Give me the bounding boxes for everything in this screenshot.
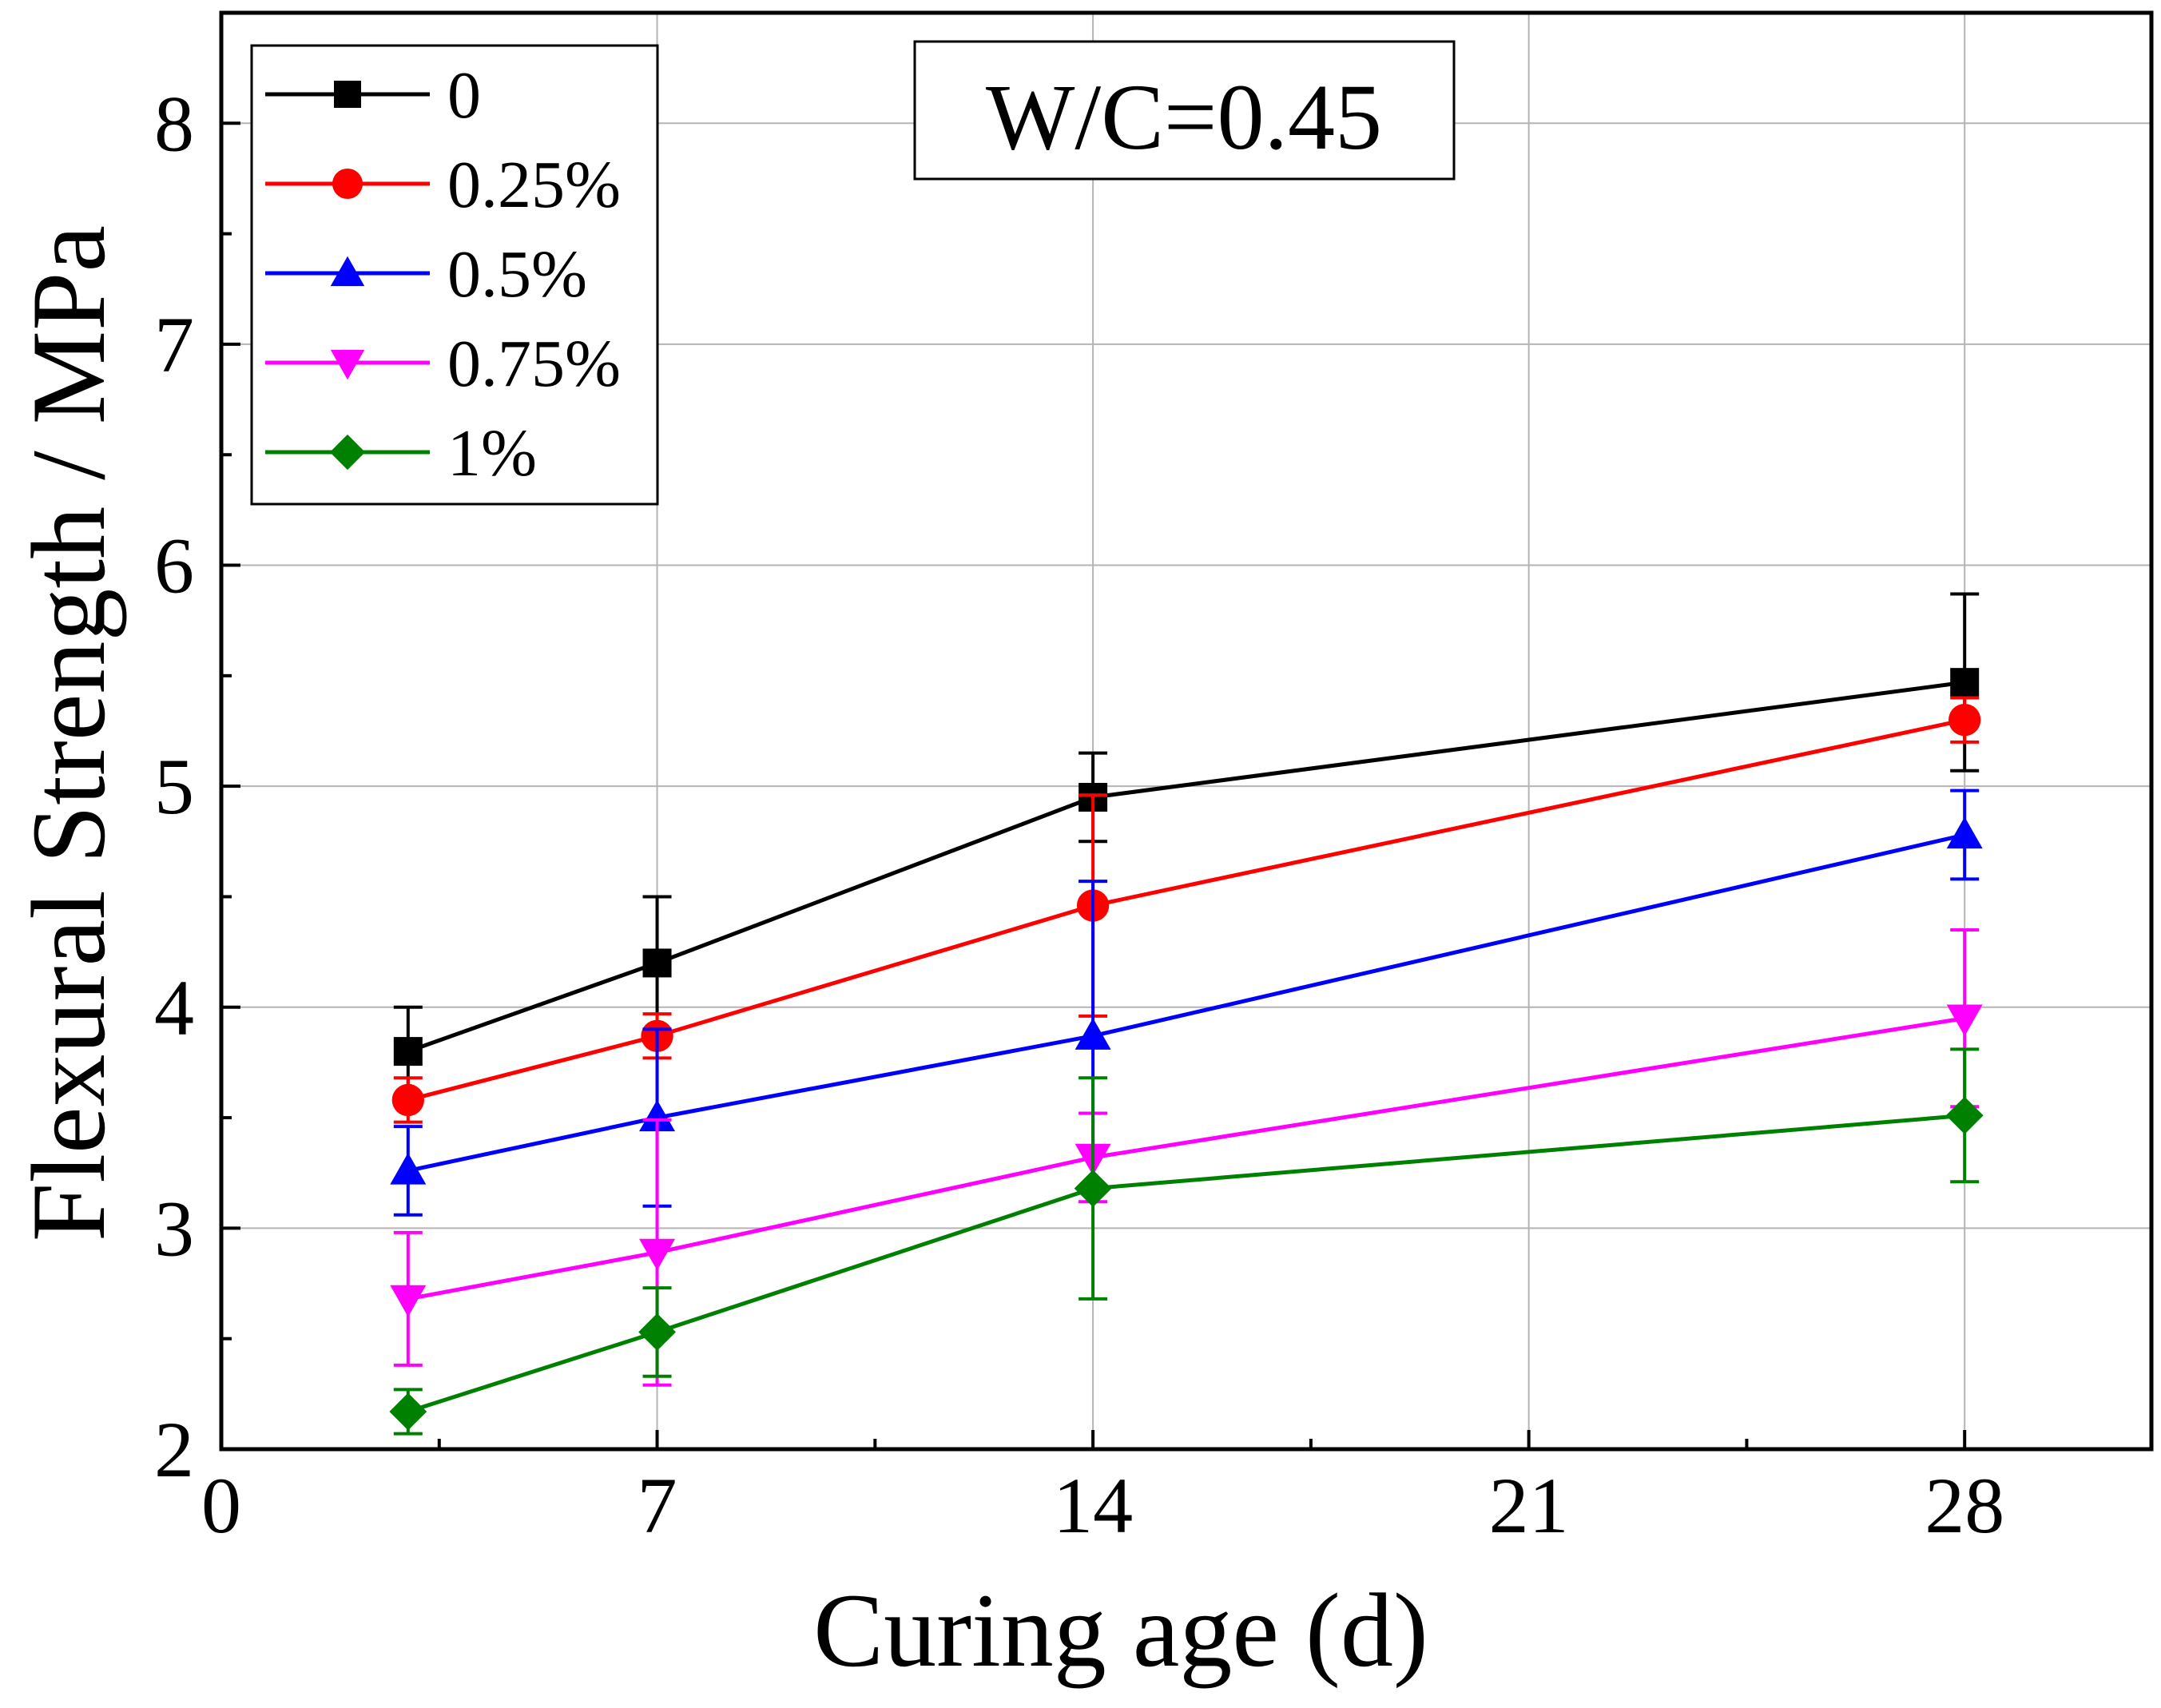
data-point bbox=[1075, 1018, 1111, 1050]
legend-label: 0.25% bbox=[447, 148, 621, 222]
series-1 bbox=[391, 696, 1981, 1124]
annotation-text: W/C=0.45 bbox=[986, 65, 1382, 169]
x-tick-label: 7 bbox=[638, 1461, 677, 1550]
legend-item: 0.75% bbox=[265, 327, 621, 401]
series-layer bbox=[389, 592, 1984, 1436]
legend-item: 0.5% bbox=[265, 237, 587, 312]
data-point bbox=[390, 1152, 427, 1185]
y-tick-label: 3 bbox=[154, 1184, 194, 1273]
x-axis-title: Curing age (d) bbox=[813, 1571, 1428, 1689]
data-point bbox=[1074, 1170, 1112, 1207]
legend-item: 0.25% bbox=[265, 148, 621, 222]
data-point bbox=[389, 1392, 427, 1431]
y-tick-label: 4 bbox=[154, 963, 194, 1052]
legend-label: 1% bbox=[447, 416, 537, 491]
series-line bbox=[407, 680, 1965, 1054]
x-tick-label: 28 bbox=[1925, 1461, 2004, 1550]
data-point bbox=[393, 1037, 423, 1067]
y-tick-label: 2 bbox=[154, 1405, 194, 1494]
series-line bbox=[407, 832, 1965, 1173]
legend-marker bbox=[332, 168, 363, 200]
data-point bbox=[642, 948, 672, 978]
series-2 bbox=[390, 788, 1983, 1217]
y-tick-label: 6 bbox=[154, 522, 194, 610]
x-tick-label: 21 bbox=[1489, 1461, 1569, 1550]
y-tick-label: 7 bbox=[154, 300, 194, 389]
series-line bbox=[407, 1113, 1965, 1414]
grid bbox=[221, 13, 2151, 1449]
axes: 0 7 14 21 28 2 3 4 5 6 7 8 bbox=[154, 79, 2004, 1550]
legend-label: 0.75% bbox=[447, 327, 621, 401]
series-line bbox=[407, 1016, 1965, 1301]
data-point bbox=[639, 1238, 676, 1271]
series-3 bbox=[390, 927, 1983, 1387]
data-point bbox=[638, 1313, 676, 1351]
legend-marker bbox=[329, 434, 366, 471]
legend-label: 0.5% bbox=[447, 237, 587, 312]
legend-item: 0 bbox=[265, 58, 481, 133]
data-point bbox=[1946, 1004, 1983, 1037]
legend-label: 0 bbox=[447, 58, 481, 133]
y-tick-label: 8 bbox=[154, 79, 194, 168]
y-tick-label: 5 bbox=[154, 742, 194, 831]
x-tick-label: 14 bbox=[1053, 1461, 1133, 1550]
data-point bbox=[391, 1083, 424, 1117]
data-point bbox=[1946, 816, 1983, 849]
legend: 0 0.25% 0.5% 0.75% 1% bbox=[250, 44, 659, 506]
legend-marker bbox=[330, 349, 365, 380]
series-line bbox=[407, 717, 1965, 1102]
data-point bbox=[390, 1285, 427, 1317]
series-4 bbox=[389, 1047, 1984, 1436]
legend-marker bbox=[334, 81, 361, 108]
data-point bbox=[1950, 668, 1980, 697]
annotation-box: W/C=0.45 bbox=[913, 40, 1456, 181]
data-point bbox=[1945, 1096, 1984, 1134]
data-point bbox=[1948, 704, 1981, 737]
series-0 bbox=[393, 592, 1980, 1098]
plot-frame bbox=[219, 10, 2154, 1452]
data-point bbox=[639, 1099, 676, 1132]
legend-marker bbox=[330, 256, 365, 287]
x-tick-label: 0 bbox=[201, 1461, 241, 1550]
legend-item: 1% bbox=[265, 416, 537, 491]
y-axis-title: Flexural Strength / MPa bbox=[10, 225, 127, 1241]
